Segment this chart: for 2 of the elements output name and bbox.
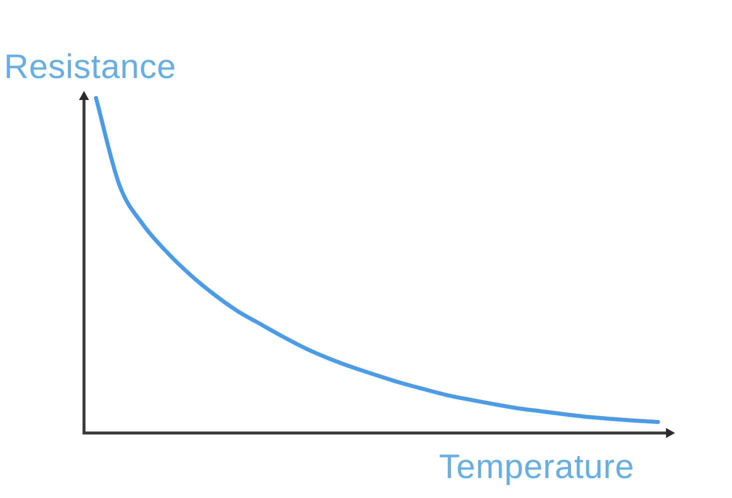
x-axis-title: Temperature	[439, 448, 634, 486]
y-axis-title: Resistance	[4, 48, 176, 86]
